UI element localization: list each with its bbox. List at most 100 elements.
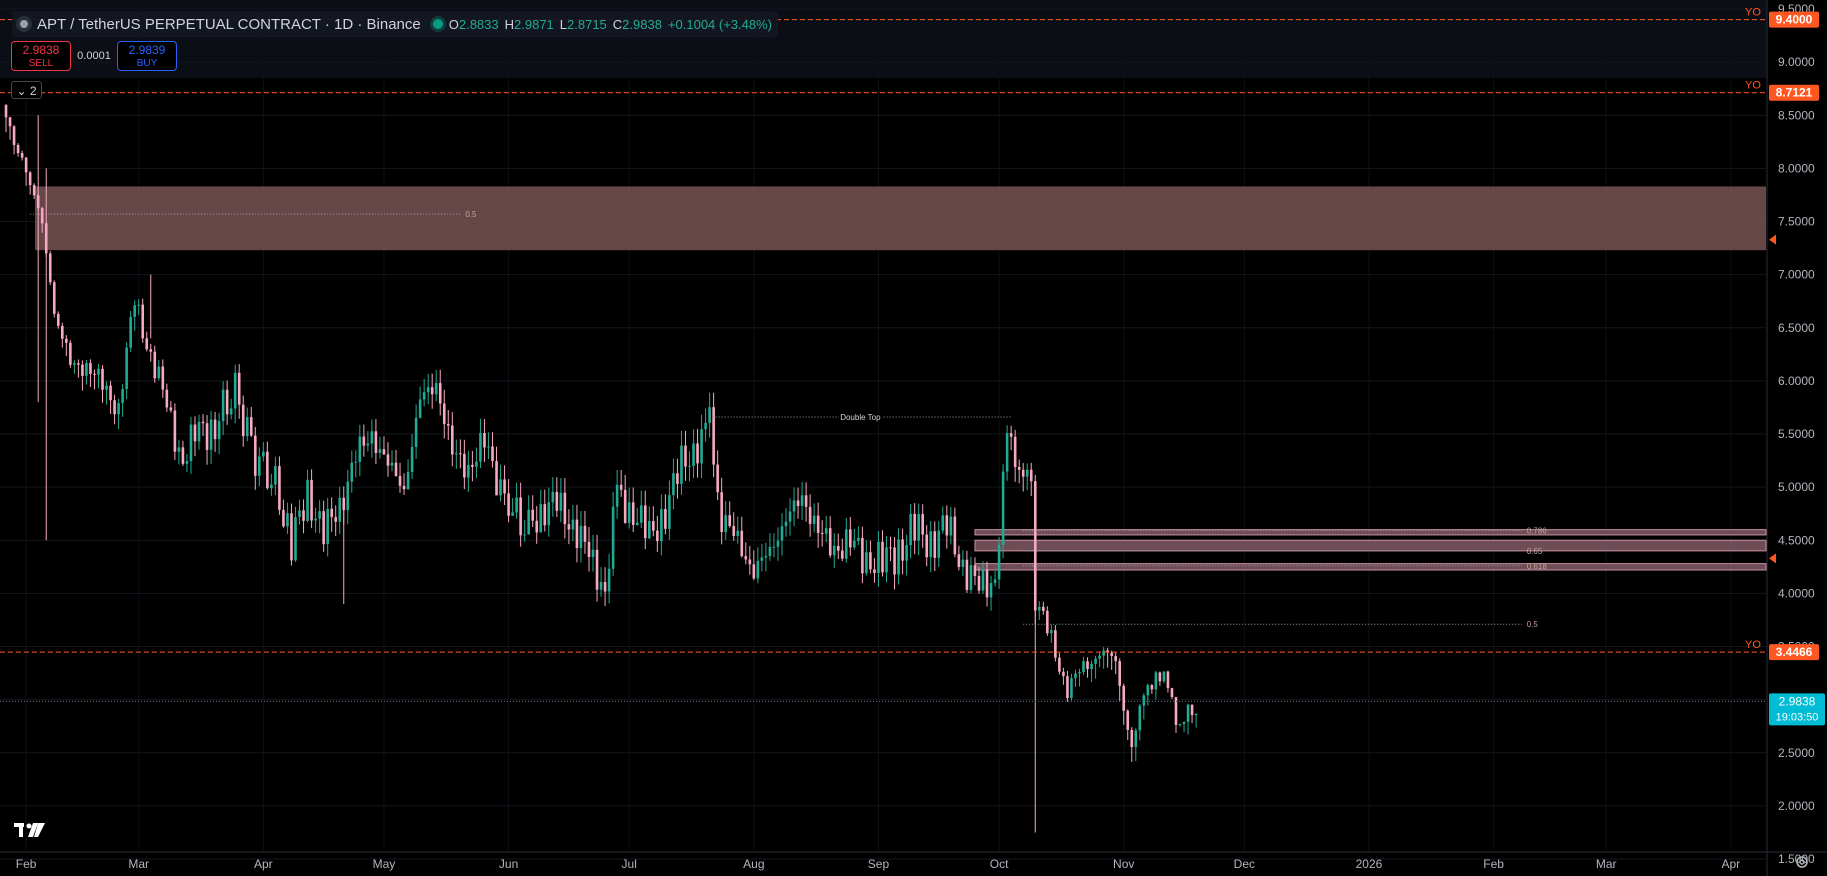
supply-zone[interactable] [974,563,1767,571]
buy-button[interactable]: 2.9839 BUY [117,41,177,71]
candle-body[interactable] [929,531,933,558]
candle-body[interactable] [1050,630,1053,634]
candle-body[interactable] [603,582,607,592]
candle-body[interactable] [796,500,800,506]
candle-body[interactable] [764,555,768,558]
candle-body[interactable] [1021,469,1025,477]
candle-body[interactable] [619,484,623,490]
candle-body[interactable] [205,423,209,450]
candle-body[interactable] [1178,724,1182,726]
candle-body[interactable] [430,387,434,395]
candle-body[interactable] [989,583,993,598]
candle-body[interactable] [85,362,88,376]
candle-body[interactable] [274,466,277,485]
candle-body[interactable] [700,429,703,464]
candle-body[interactable] [141,304,145,339]
candle-body[interactable] [105,385,108,390]
candle-body[interactable] [1134,730,1138,748]
candle-body[interactable] [434,383,438,395]
candle-body[interactable] [459,453,462,455]
candle-body[interactable] [627,502,631,523]
candle-body[interactable] [1082,661,1085,673]
candle-body[interactable] [997,544,1001,580]
candle-body[interactable] [382,449,386,455]
candle-body[interactable] [853,540,856,548]
candle-body[interactable] [109,385,112,401]
candle-body[interactable] [937,530,941,558]
candle-body[interactable] [133,305,136,317]
candle-body[interactable] [362,436,366,446]
candle-body[interactable] [981,569,985,591]
candle-body[interactable] [511,512,514,516]
candle-body[interactable] [185,461,189,464]
candle-body[interactable] [696,443,699,464]
candle-body[interactable] [913,513,916,541]
candle-body[interactable] [515,497,518,513]
candle-body[interactable] [752,564,756,579]
candle-body[interactable] [65,338,68,343]
candle-body[interactable] [4,104,8,118]
candle-body[interactable] [463,453,466,478]
candle-body[interactable] [587,541,591,558]
candle-body[interactable] [1166,671,1170,689]
candle-body[interactable] [780,526,784,541]
candle-body[interactable] [1138,705,1142,731]
candle-body[interactable] [374,431,378,453]
candle-body[interactable] [965,559,969,590]
candle-body[interactable] [1078,672,1081,674]
candle-body[interactable] [845,529,848,559]
candle-body[interactable] [599,582,603,590]
candle-body[interactable] [1186,704,1190,722]
candle-body[interactable] [153,351,157,379]
candle-body[interactable] [828,528,832,556]
candle-body[interactable] [639,505,643,523]
candle-body[interactable] [768,546,772,556]
candle-body[interactable] [386,454,390,466]
candle-body[interactable] [237,372,241,405]
candle-body[interactable] [740,530,744,557]
candle-body[interactable] [314,518,317,521]
candle-body[interactable] [716,464,719,493]
candle-body[interactable] [949,516,953,536]
candle-body[interactable] [595,549,599,590]
candle-body[interactable] [720,492,723,532]
candle-body[interactable] [832,545,836,556]
candle-body[interactable] [684,445,687,467]
candle-body[interactable] [475,461,478,467]
candle-body[interactable] [366,443,370,446]
candle-body[interactable] [322,511,325,545]
candle-body[interactable] [350,462,354,482]
candle-body[interactable] [957,554,961,567]
candle-body[interactable] [728,515,732,527]
candle-body[interactable] [241,404,245,437]
candle-body[interactable] [394,462,398,477]
candle-body[interactable] [77,363,80,365]
candle-body[interactable] [865,552,868,574]
candle-body[interactable] [438,383,442,404]
candle-body[interactable] [849,529,852,548]
candle-body[interactable] [286,513,289,527]
candle-body[interactable] [543,504,547,526]
candle-body[interactable] [455,453,458,455]
candle-body[interactable] [354,461,358,463]
candle-body[interactable] [519,497,522,536]
candle-body[interactable] [744,556,748,560]
candle-body[interactable] [836,545,840,551]
candle-body[interactable] [708,407,711,423]
candle-body[interactable] [579,525,583,548]
candle-body[interactable] [471,464,474,467]
candle-body[interactable] [326,508,329,545]
candle-body[interactable] [820,532,824,534]
candle-body[interactable] [772,546,776,548]
candle-body[interactable] [209,419,213,450]
candle-body[interactable] [390,462,394,466]
candle-body[interactable] [748,559,752,565]
candle-body[interactable] [1086,661,1089,669]
candle-body[interactable] [635,522,639,525]
candle-body[interactable] [358,436,362,462]
candle-body[interactable] [346,481,350,511]
candle-body[interactable] [378,449,382,453]
supply-zone[interactable] [974,529,1767,536]
candle-body[interactable] [181,447,185,464]
candle-body[interactable] [873,569,876,573]
